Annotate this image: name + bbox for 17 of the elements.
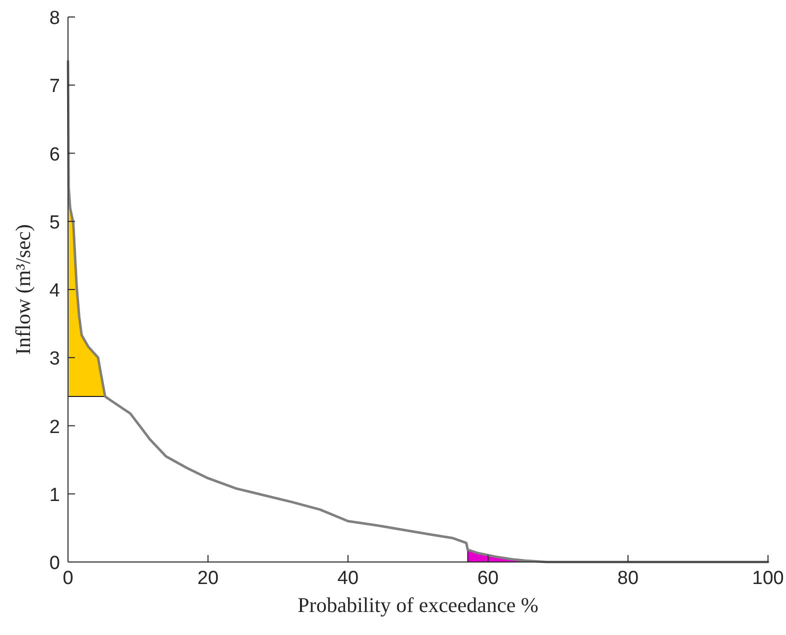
y-tick-label: 4: [49, 280, 60, 302]
y-tick-label: 7: [49, 76, 60, 98]
y-tick-label: 8: [49, 8, 60, 29]
y-tick-label: 6: [49, 144, 60, 166]
x-tick-label: 20: [197, 568, 219, 589]
y-tick-label: 3: [49, 348, 60, 370]
x-tick-label: 80: [617, 568, 639, 589]
y-tick-label: 2: [49, 416, 60, 438]
y-tick-label: 0: [49, 553, 60, 574]
y-tick-label: 1: [49, 484, 60, 506]
y-tick-label: 5: [49, 212, 60, 234]
x-axis-title: Probability of exceedance %: [298, 593, 538, 617]
x-tick-label: 0: [62, 568, 74, 589]
y-axis-title: Inflow (m³/sec): [11, 224, 35, 355]
x-tick-label: 60: [477, 568, 499, 589]
x-tick-label: 40: [337, 568, 359, 589]
x-tick-label: 100: [752, 568, 784, 589]
